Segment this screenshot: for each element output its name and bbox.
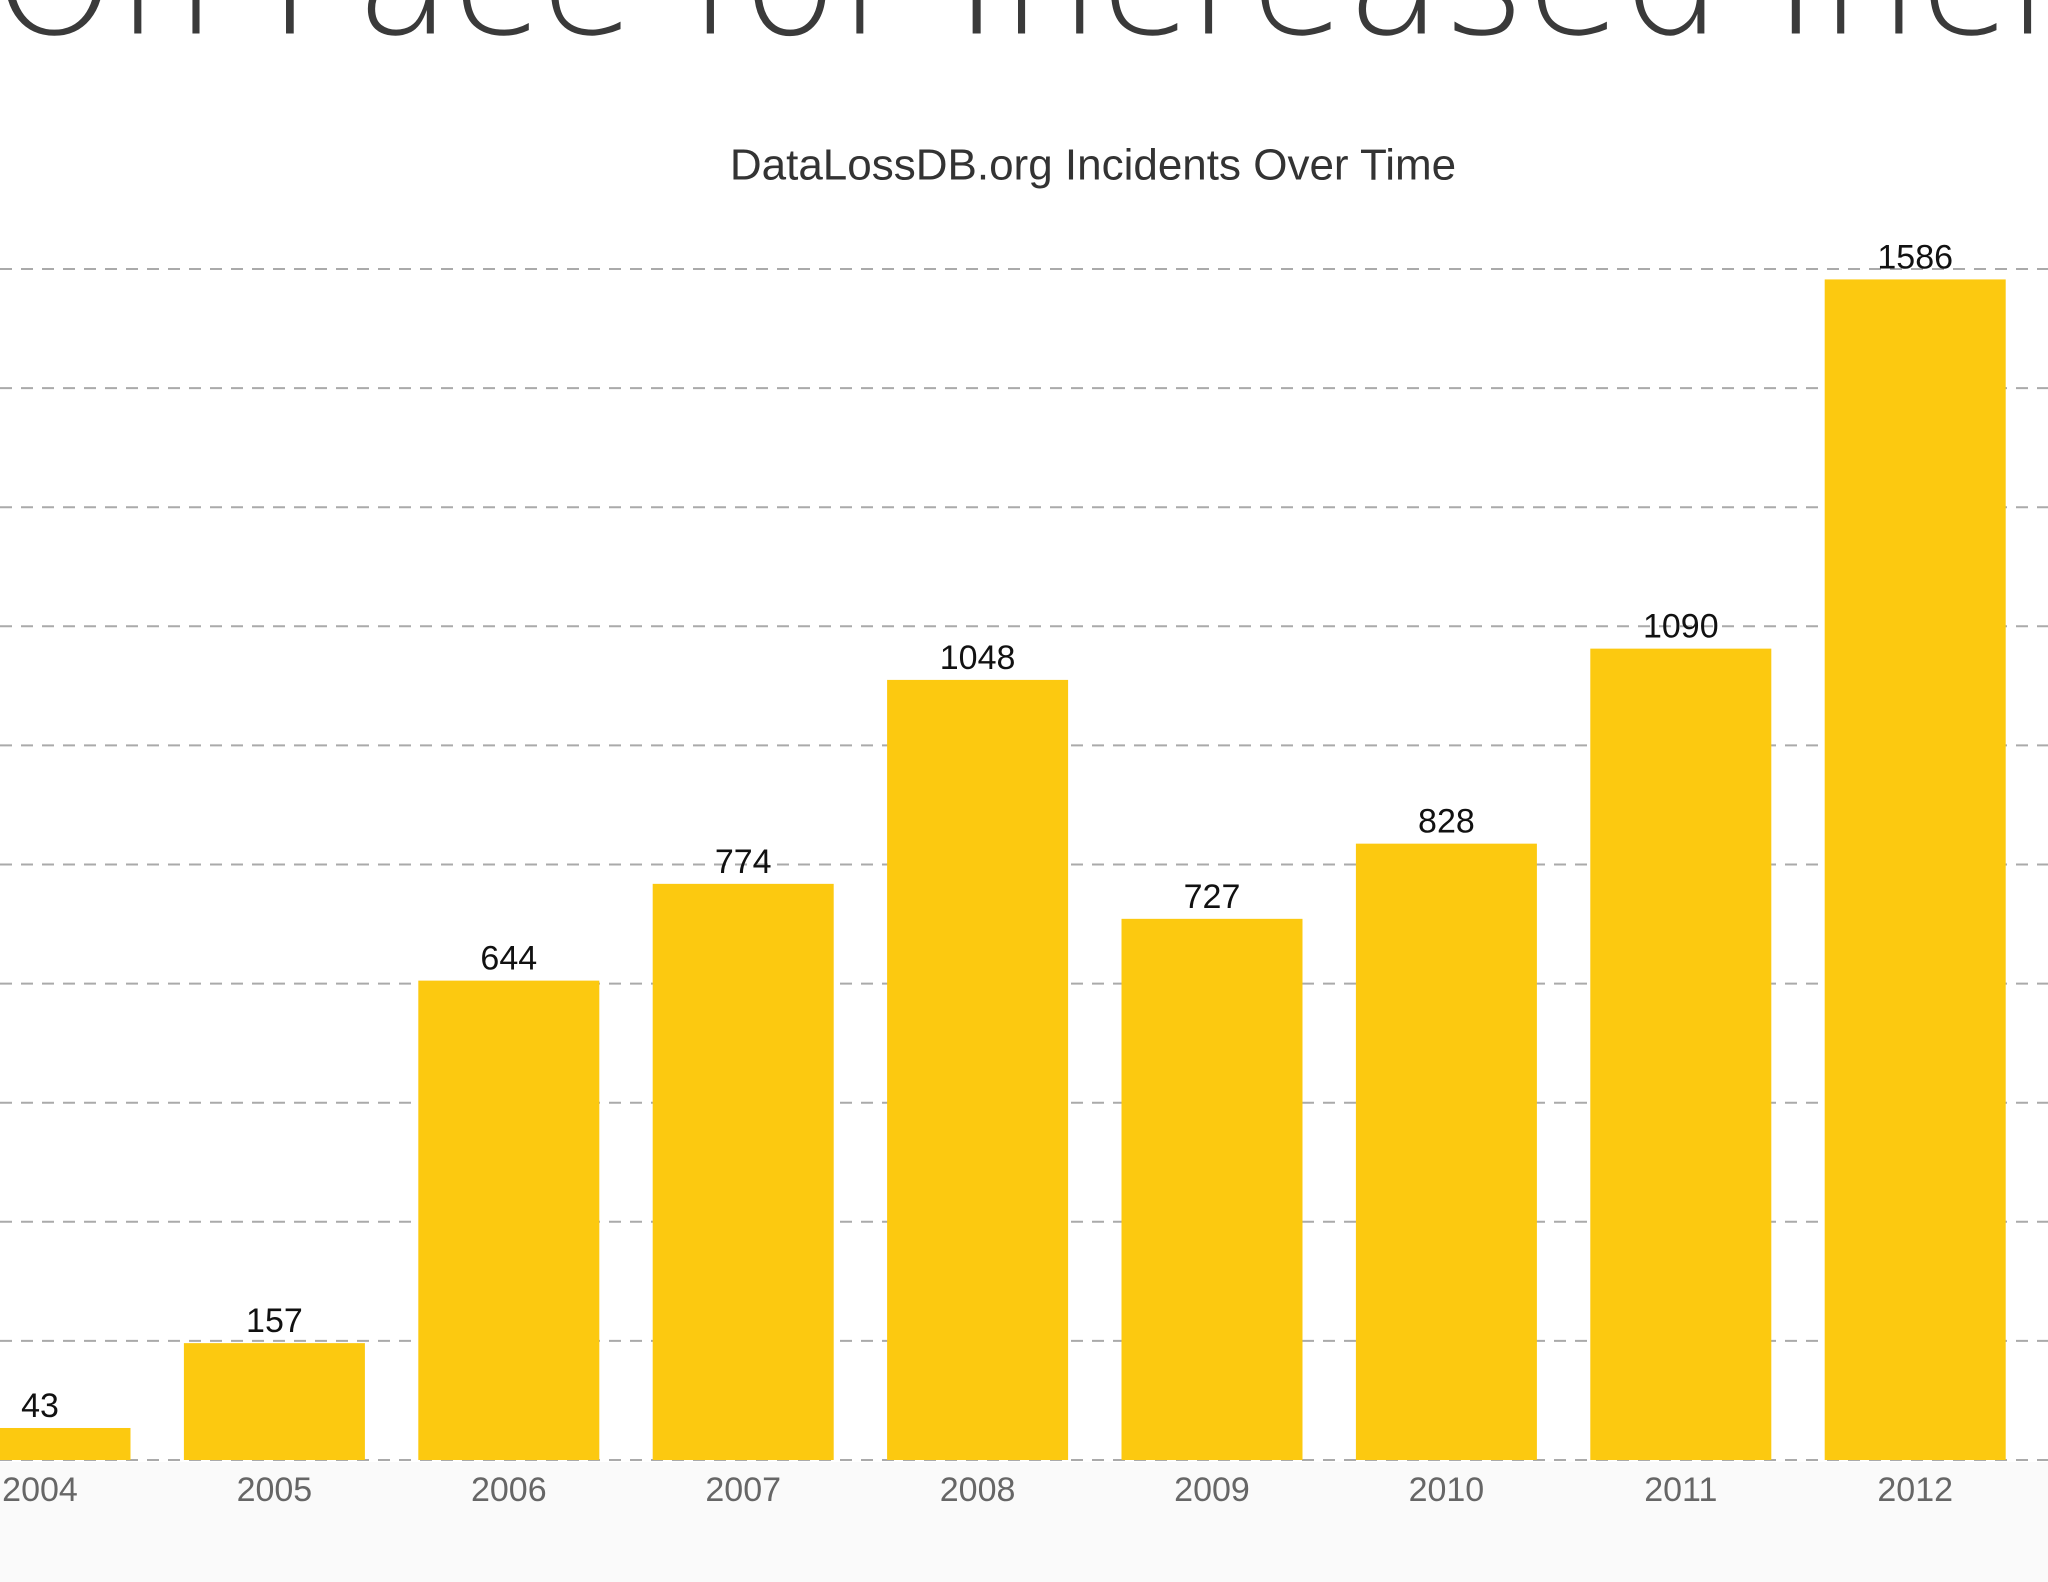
bar xyxy=(1355,843,1537,1460)
value-label: 644 xyxy=(480,940,537,978)
bar xyxy=(1590,648,1772,1460)
value-label: 1586 xyxy=(1877,238,1953,276)
value-label: 157 xyxy=(246,1302,303,1340)
value-label: 1048 xyxy=(940,639,1016,677)
axis-band xyxy=(0,1462,2048,1582)
bar xyxy=(183,1343,365,1460)
x-tick-label: 2007 xyxy=(705,1471,781,1509)
x-tick-label: 2008 xyxy=(940,1471,1016,1509)
value-label: 774 xyxy=(715,843,772,881)
bar xyxy=(652,883,834,1460)
bar xyxy=(1824,279,2006,1460)
x-tick-label: 2006 xyxy=(471,1471,547,1509)
chart-title: DataLossDB.org Incidents Over Time xyxy=(730,141,1456,190)
value-label: 1090 xyxy=(1643,608,1719,646)
x-tick-label: 2005 xyxy=(237,1471,313,1509)
page-heading: On Pace for Increased Incidents xyxy=(0,0,2048,72)
value-label: 828 xyxy=(1418,803,1475,841)
value-label: 43 xyxy=(21,1387,59,1425)
x-tick-label: 2010 xyxy=(1409,1471,1485,1509)
value-label: 727 xyxy=(1184,878,1241,916)
bar xyxy=(1121,918,1303,1460)
x-tick-label: 2004 xyxy=(2,1471,78,1509)
x-tick-label: 2012 xyxy=(1877,1471,1953,1509)
bar xyxy=(887,679,1069,1460)
bar xyxy=(0,1427,131,1460)
x-tick-label: 2011 xyxy=(1644,1471,1717,1509)
bar xyxy=(418,980,600,1460)
x-tick-label: 2009 xyxy=(1174,1471,1250,1509)
